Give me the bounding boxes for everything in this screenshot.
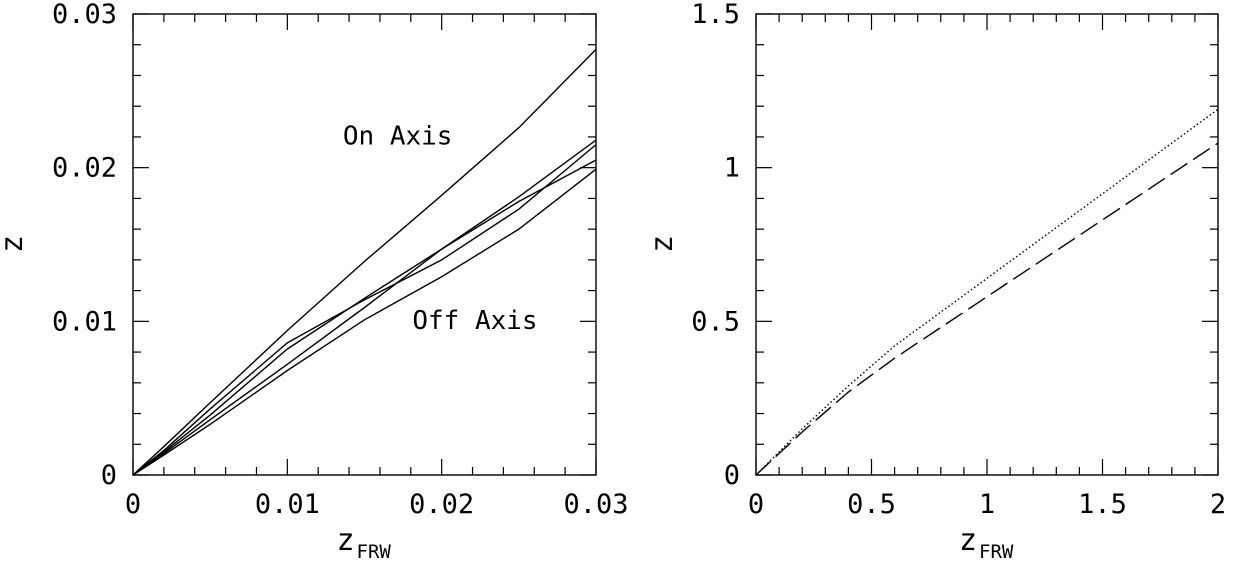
plot-frame: [755, 13, 1219, 476]
y-tick-label: 0.02: [52, 153, 117, 184]
annotation-label: Off Axis: [412, 306, 537, 336]
x-tick-label: 0: [125, 489, 141, 520]
y-axis-label: z: [645, 235, 680, 253]
x-tick-label: 0: [748, 489, 764, 520]
y-tick-label: 0: [101, 460, 117, 491]
y-tick-label: 0: [724, 460, 740, 491]
x-axis-label: z: [337, 523, 355, 558]
x-tick-label: 0.01: [255, 489, 320, 520]
x-tick-label: 0.03: [563, 489, 628, 520]
annotation-label: On Axis: [343, 122, 453, 152]
series-line-1: [132, 48, 597, 476]
x-tick-label: 2: [1210, 489, 1226, 520]
x-axis-label-subscript: FRW: [979, 541, 1014, 563]
y-tick-label: 1.5: [691, 0, 740, 30]
series-line-5: [132, 168, 597, 476]
y-tick-label: 0.01: [52, 306, 117, 337]
series-line-1: [755, 108, 1219, 476]
series-line-2: [132, 159, 597, 476]
series-line-3: [132, 139, 597, 476]
plot-frame: [132, 13, 597, 476]
x-tick-label: 0.5: [847, 489, 896, 520]
series-line-4: [132, 144, 597, 476]
series-line-2: [755, 142, 1219, 476]
x-tick-label: 1.5: [1078, 489, 1127, 520]
x-axis-label-subscript: FRW: [357, 541, 392, 563]
x-axis-label: z: [959, 523, 977, 558]
x-tick-label: 1: [979, 489, 995, 520]
x-tick-label: 0.02: [409, 489, 474, 520]
y-tick-label: 0.5: [691, 306, 740, 337]
y-tick-label: 0.03: [52, 0, 117, 30]
y-axis-label: z: [0, 235, 30, 253]
y-tick-label: 1: [724, 153, 740, 184]
